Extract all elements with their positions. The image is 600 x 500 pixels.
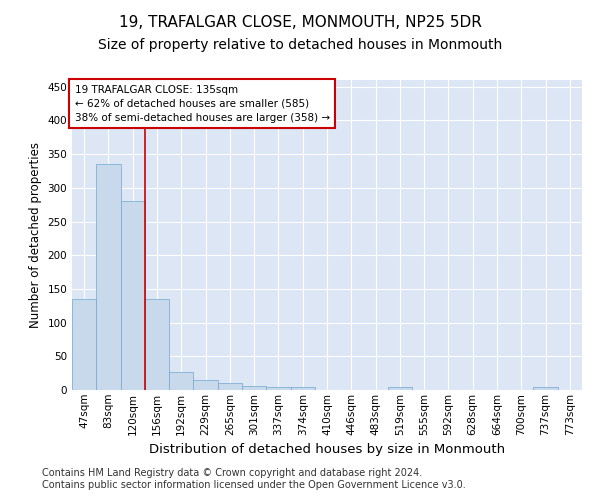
Text: 19 TRAFALGAR CLOSE: 135sqm
← 62% of detached houses are smaller (585)
38% of sem: 19 TRAFALGAR CLOSE: 135sqm ← 62% of deta… (74, 84, 329, 122)
Bar (145, 299, 169, 390)
Bar (266, 386, 290, 390)
Bar (388, 386, 412, 390)
Text: 19, TRAFALGAR CLOSE, MONMOUTH, NP25 5DR: 19, TRAFALGAR CLOSE, MONMOUTH, NP25 5DR (119, 15, 481, 30)
X-axis label: Distribution of detached houses by size in Monmouth: Distribution of detached houses by size … (149, 443, 505, 456)
Text: Contains HM Land Registry data © Crown copyright and database right 2024.
Contai: Contains HM Land Registry data © Crown c… (42, 468, 466, 490)
Text: Size of property relative to detached houses in Monmouth: Size of property relative to detached ho… (98, 38, 502, 52)
Bar (169, 372, 193, 390)
Bar (242, 386, 266, 390)
Bar (96, 164, 121, 390)
Bar (193, 380, 218, 390)
Bar (290, 388, 315, 390)
Bar (121, 202, 145, 390)
Bar (533, 388, 558, 390)
Bar (218, 382, 242, 390)
Y-axis label: Number of detached properties: Number of detached properties (29, 142, 42, 328)
Bar (72, 299, 96, 390)
